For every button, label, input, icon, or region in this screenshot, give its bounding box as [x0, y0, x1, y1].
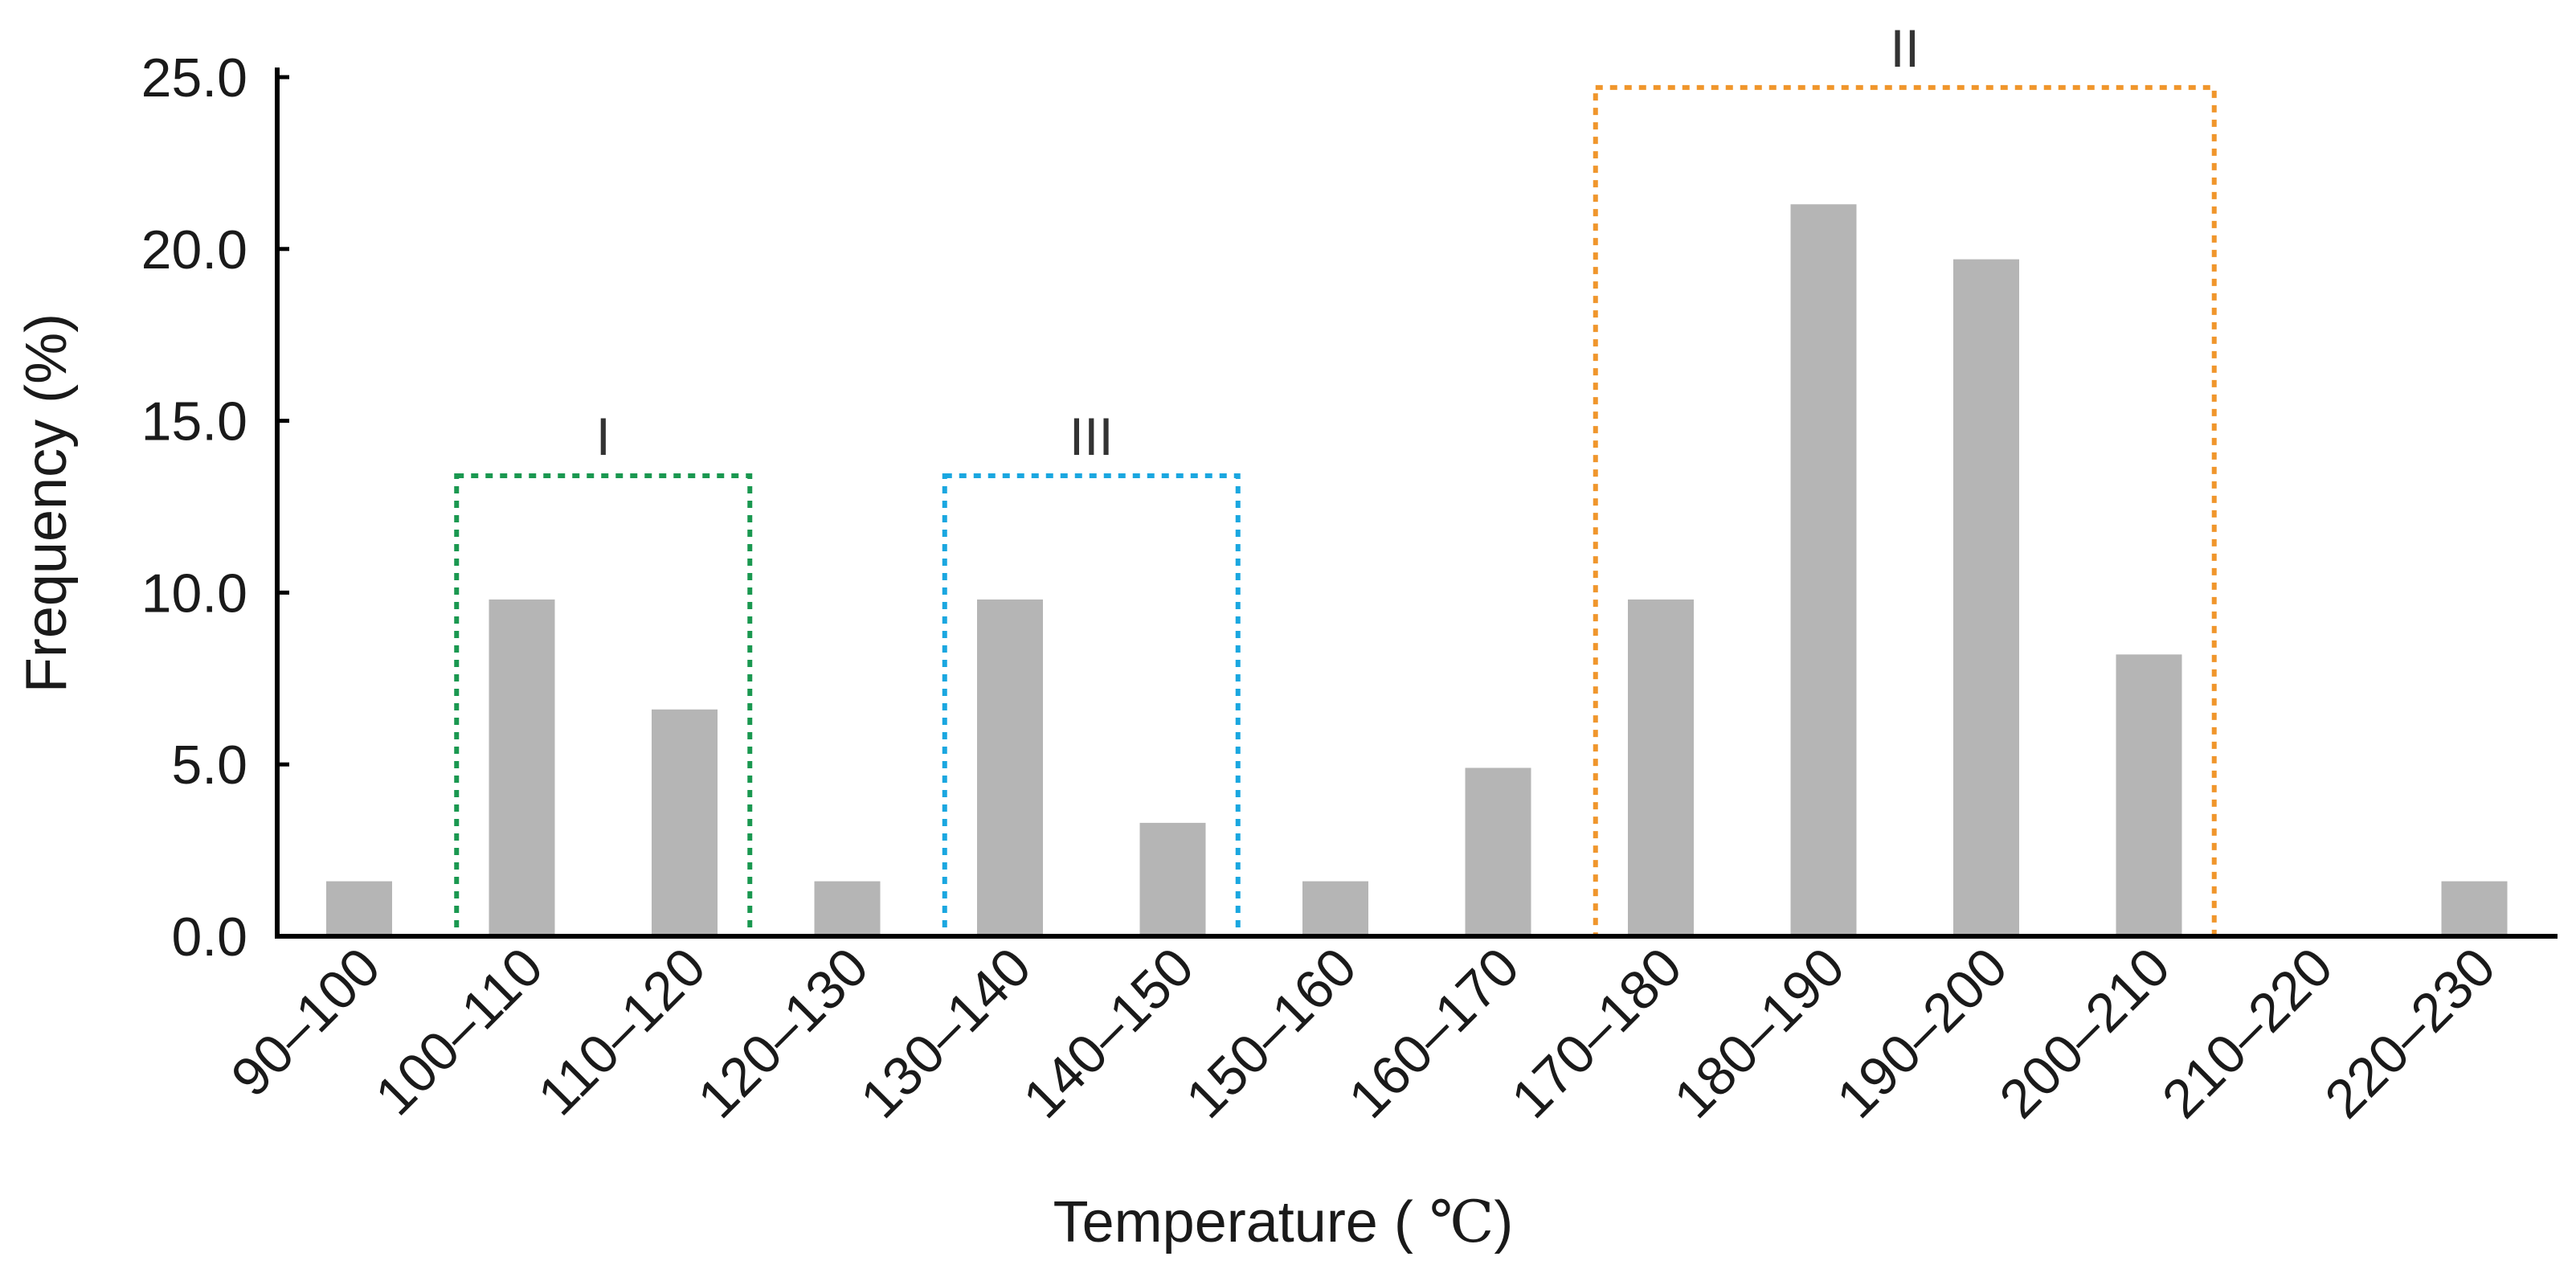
x-axis-title: Temperature ( ℃) — [1053, 1188, 1514, 1255]
x-tick-label: 120–130 — [686, 936, 880, 1130]
y-tick-label: 10.0 — [141, 563, 247, 624]
y-axis-title: Frequency (%) — [14, 313, 79, 693]
y-tick-label: 5.0 — [171, 735, 247, 796]
bar-190-200 — [1953, 259, 2019, 936]
y-tick-label: 25.0 — [141, 47, 247, 108]
bar-180-190 — [1790, 204, 1857, 936]
bar-90-100 — [326, 881, 392, 936]
bar-120-130 — [814, 881, 881, 936]
x-tick-label: 150–160 — [1175, 936, 1368, 1130]
bar-layer — [326, 204, 2508, 936]
y-tick-label: 20.0 — [141, 219, 247, 280]
bar-220-230 — [2441, 881, 2508, 936]
group-box-ii — [1593, 84, 2217, 939]
bar-200-210 — [2116, 654, 2182, 936]
axis-layer — [275, 68, 2558, 939]
y-tick-label: 15.0 — [141, 391, 247, 452]
bar-130-140 — [977, 599, 1043, 936]
x-tick-label: 190–200 — [1826, 936, 2019, 1130]
x-tick-label: 170–180 — [1500, 936, 1694, 1130]
bar-150-160 — [1302, 881, 1368, 936]
x-tick-label: 110–120 — [526, 936, 717, 1127]
y-tick-label: 0.0 — [171, 907, 247, 968]
x-tick-label: 180–190 — [1662, 936, 1856, 1130]
bar-100-110 — [489, 599, 555, 936]
group-label-i: I — [596, 407, 611, 466]
x-tick-label: 200–210 — [1988, 936, 2181, 1130]
bar-170-180 — [1628, 599, 1694, 936]
group-label-ii: II — [1890, 18, 1920, 78]
bar-160-170 — [1465, 767, 1531, 936]
x-tick-label: 210–220 — [2151, 936, 2345, 1130]
x-tick-label: 130–140 — [849, 936, 1043, 1130]
x-tick-label: 160–170 — [1337, 936, 1531, 1130]
y-tick-layer: 0.0 5.0 10.0 15.0 20.0 25.0 — [141, 47, 289, 968]
x-tick-label: 140–150 — [1012, 936, 1205, 1130]
x-tick-label: 100–110 — [364, 936, 554, 1127]
group-label-iii: III — [1069, 407, 1114, 466]
x-tick-label: 220–230 — [2313, 936, 2507, 1130]
bar-140-150 — [1139, 822, 1206, 936]
x-tick-layer: 90–100100–110110–120120–130130–140140–15… — [219, 936, 2507, 1130]
bar-110-120 — [652, 709, 718, 936]
